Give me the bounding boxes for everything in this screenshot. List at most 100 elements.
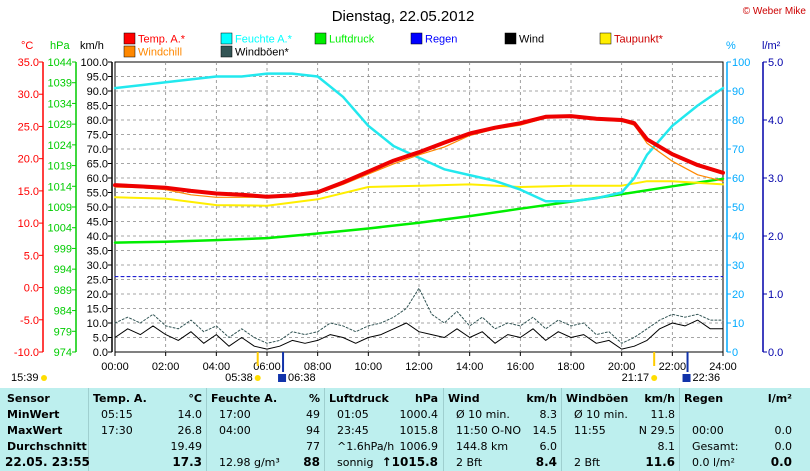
col_rain-row-time: 00:00 — [692, 424, 724, 437]
y-tick-label: 40.0 — [87, 231, 108, 243]
series-line-windb-en — [114, 287, 724, 344]
col_press-row-value: 1015.8 — [399, 424, 439, 437]
x-tick-label: 14:00 — [456, 361, 484, 373]
y-tick-label: 45.0 — [87, 217, 108, 229]
col_wind-row-time: Ø 10 min. — [456, 408, 510, 421]
col_rain-footer-label: 0.0 l/m² — [692, 456, 735, 469]
col_hum-header: Feuchte A. — [211, 392, 278, 405]
y-tick-label: 25.0 — [87, 275, 108, 287]
col_wind-row-value: 14.5 — [532, 424, 558, 437]
col_press-row-value: 1000.4 — [399, 408, 439, 421]
sensor-row-label: MinWert — [7, 408, 60, 421]
col_press-row-time: 23:45 — [337, 424, 369, 437]
y-tick-label: 1024 — [48, 140, 72, 152]
col_wind-current-value: 8.4 — [535, 455, 557, 469]
y-tick-label: 60 — [732, 173, 744, 185]
y-tick-label: 90 — [732, 86, 744, 98]
col_gust-row-value: N 29.5 — [638, 424, 675, 437]
wind-axis-unit: km/h — [80, 40, 104, 52]
legend-swatch — [504, 32, 517, 45]
y-tick-label: -10.0 — [14, 347, 39, 359]
x-tick-label: 16:00 — [507, 361, 535, 373]
col_wind-header: Wind — [448, 392, 480, 405]
y-tick-label: 55.0 — [87, 188, 108, 200]
col_wind-footer-label: 2 Bft — [456, 456, 483, 469]
col_temp-row-time: 17:30 — [101, 424, 133, 437]
y-tick-label: 30.0 — [87, 260, 108, 272]
column-divider — [324, 388, 325, 471]
y-tick-label: 5.0 — [93, 333, 108, 345]
col_gust-unit: km/h — [644, 392, 675, 405]
y-tick-label: 20.0 — [18, 154, 39, 166]
sensor-row-label: Durchschnitt — [7, 440, 87, 453]
y-tick-label: 40 — [732, 231, 744, 243]
y-tick-label: 85.0 — [87, 101, 108, 113]
legend-label: Windböen* — [235, 47, 290, 59]
column-divider — [679, 388, 680, 471]
y-tick-label: 65.0 — [87, 159, 108, 171]
y-tick-label: 80.0 — [87, 115, 108, 127]
col_press-row-time: 01:05 — [337, 408, 369, 421]
x-tick-label: 02:00 — [152, 361, 180, 373]
y-tick-label: 1029 — [48, 119, 72, 131]
left-time-label: 15:39 — [11, 372, 39, 384]
col_wind-unit: km/h — [526, 392, 557, 405]
col_wind-row-time: 144.8 km — [456, 440, 509, 453]
column-divider — [443, 388, 444, 471]
y-axes: 35.0 30.0 25.0 20.0 15.0 10.0 5.0 0.0 -5.0 -10.0 1… — [14, 57, 783, 359]
y-tick-label: 999 — [54, 243, 72, 255]
legend-swatch — [220, 32, 233, 45]
legend-label: Feuchte A.* — [235, 34, 293, 46]
col_press-unit: hPa — [414, 392, 438, 405]
col_hum-row-value: 77 — [306, 440, 320, 453]
chart-legend: Temp. A.* Feuchte A.* Luftdruck Regen Wind Ta… — [123, 32, 664, 59]
legend-label: Luftdruck — [329, 34, 375, 46]
col_gust-row-value: 11.8 — [650, 408, 676, 421]
y-tick-label: 974 — [54, 347, 72, 359]
y-tick-label: 4.0 — [768, 115, 783, 127]
temp-axis-unit: °C — [21, 40, 33, 52]
moonrise-label: 06:38 — [288, 372, 316, 384]
col_wind-row-value: 8.3 — [539, 408, 558, 421]
chart-title: Dienstag, 22.05.2012 — [332, 8, 475, 25]
y-tick-label: 35.0 — [87, 246, 108, 258]
series-line-wind — [114, 319, 724, 350]
y-tick-label: 1.0 — [768, 289, 783, 301]
y-tick-label: -5.0 — [20, 315, 39, 327]
y-tick-label: 15.0 — [87, 304, 108, 316]
series-line-luftdruck — [113, 177, 725, 244]
col_temp-current-value: 17.3 — [172, 455, 202, 469]
col_temp-row-time: 05:15 — [101, 408, 133, 421]
col_press-current-value: ↑1015.8 — [381, 455, 438, 469]
col_rain-row-value: 0.0 — [774, 440, 793, 453]
x-tick-label: 00:00 — [101, 361, 129, 373]
x-axis: 00:00 02:00 04:00 06:00 08:00 10:00 12:00 14:00… — [101, 352, 737, 373]
y-tick-label: 10.0 — [87, 318, 108, 330]
col_hum-row-time: 04:00 — [219, 424, 251, 437]
y-tick-label: 70 — [732, 144, 744, 156]
col_hum-unit: % — [308, 392, 320, 405]
col_hum-footer-label: 12.98 g/m³ — [219, 456, 280, 469]
y-tick-label: 1019 — [48, 161, 72, 173]
axis-units: °C hPa km/h% l/m² — [21, 40, 781, 52]
y-tick-label: 30.0 — [18, 89, 39, 101]
y-tick-label: 979 — [54, 326, 72, 338]
col_rain-row-time: Gesamt: — [692, 440, 739, 453]
series-line-temp-a — [113, 114, 725, 199]
y-tick-label: 10 — [732, 318, 744, 330]
col_press-header: Luftdruck — [329, 392, 389, 405]
y-tick-label: 60.0 — [87, 173, 108, 185]
y-tick-label: 20 — [732, 289, 744, 301]
column-divider — [561, 388, 562, 471]
col_wind-row-value: 6.0 — [539, 440, 558, 453]
col_hum-row-value: 94 — [306, 424, 320, 437]
y-tick-label: 90.0 — [87, 86, 108, 98]
col_rain-row-value: 0.0 — [774, 424, 793, 437]
sensor-header: Sensor — [7, 392, 50, 405]
y-tick-label: 100.0 — [80, 57, 108, 69]
series-line-feuchte-a — [113, 72, 725, 203]
col_hum-current-value: 88 — [303, 455, 320, 469]
legend-swatch — [410, 32, 423, 45]
series-line-taupunkt — [114, 180, 724, 207]
column-divider — [206, 388, 207, 471]
